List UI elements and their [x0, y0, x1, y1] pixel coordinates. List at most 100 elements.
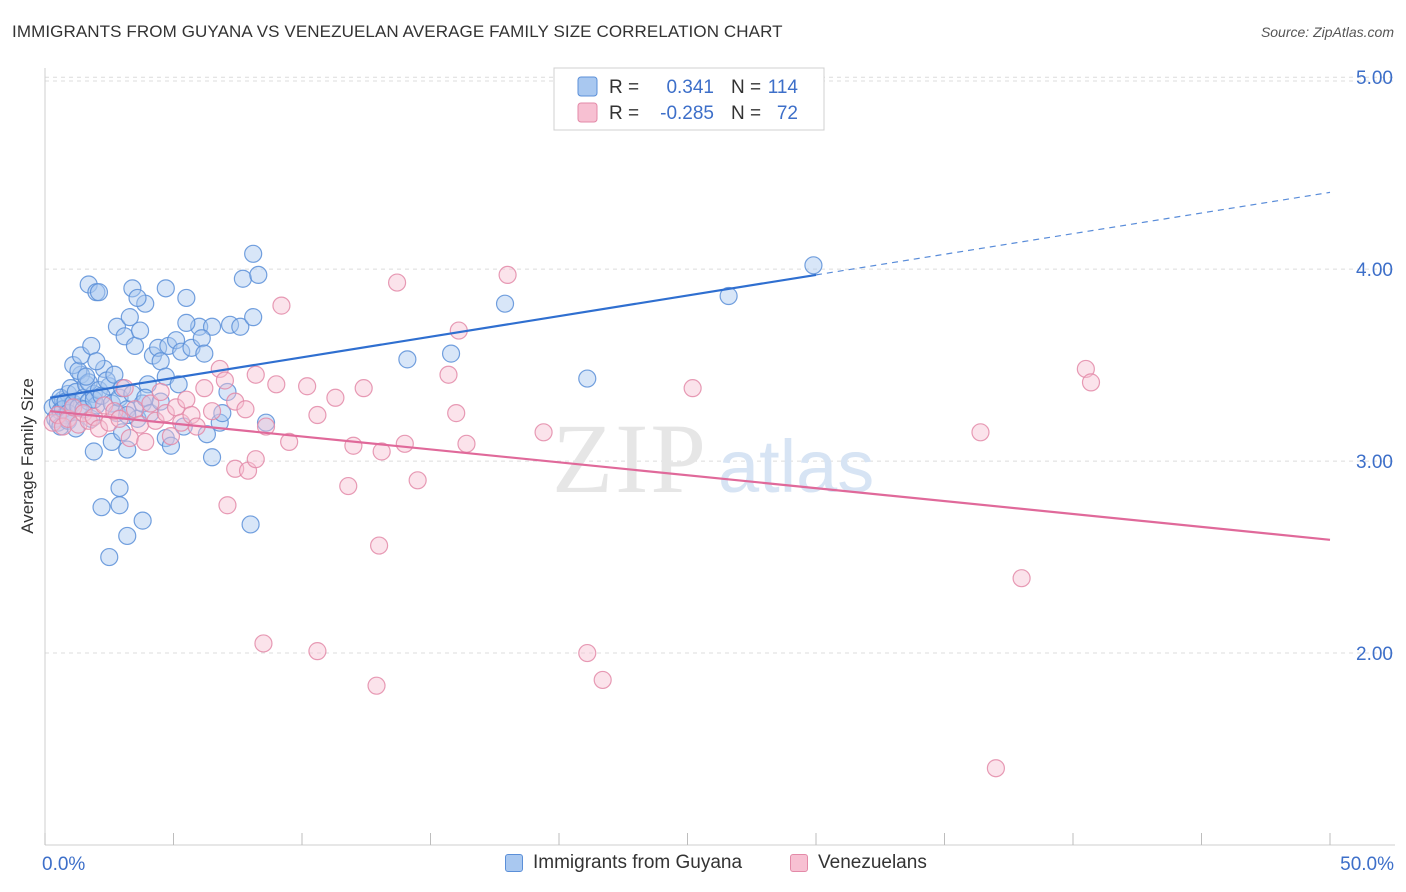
y-tick-label: 5.00	[1356, 68, 1393, 89]
data-point	[387, 273, 407, 292]
data-point	[256, 417, 276, 436]
legend-swatch-guyana	[505, 854, 523, 872]
data-point	[280, 432, 299, 452]
data-point	[151, 382, 170, 402]
data-point	[107, 317, 127, 336]
data-point	[95, 396, 114, 415]
data-point	[125, 400, 145, 419]
data-point	[177, 288, 196, 308]
data-point	[133, 511, 152, 530]
data-point	[215, 371, 234, 390]
data-point	[804, 256, 823, 275]
data-point	[156, 279, 175, 298]
data-point	[244, 308, 263, 327]
data-point	[110, 496, 129, 515]
data-point	[177, 390, 196, 409]
watermark: ZIP atlas	[552, 403, 874, 514]
data-point	[534, 423, 553, 442]
data-point	[457, 434, 476, 453]
trend-line-pink	[50, 410, 1331, 541]
legend-n-value-pink: 72	[777, 103, 798, 124]
data-point	[354, 379, 373, 398]
data-point	[87, 352, 106, 371]
legend-r-label: R =	[609, 103, 639, 124]
correlation-legend: R = 0.341 N = 114 R = -0.285 N = 72	[553, 67, 825, 131]
legend-r-value-pink: -0.285	[660, 103, 714, 124]
data-point	[241, 515, 260, 534]
legend-swatch-blue	[577, 76, 598, 97]
data-point	[344, 436, 363, 455]
data-point	[123, 279, 142, 298]
data-point	[719, 286, 738, 306]
data-point	[161, 427, 181, 446]
legend-n-label: N =	[731, 77, 761, 98]
data-point	[92, 498, 111, 517]
x-tick-label: 50.0%	[1340, 854, 1394, 875]
data-point	[120, 428, 139, 448]
data-point	[447, 404, 466, 423]
legend-n-label: N =	[731, 103, 761, 124]
legend-box	[553, 67, 825, 131]
data-point	[372, 442, 391, 461]
data-point	[100, 547, 119, 567]
data-point	[683, 379, 702, 398]
data-point	[64, 398, 83, 417]
legend-swatch-venezuelans	[790, 854, 808, 872]
data-point	[202, 402, 222, 421]
data-point	[231, 317, 250, 336]
data-point	[298, 377, 317, 396]
y-tick-label: 3.00	[1356, 452, 1393, 473]
x-tick-label: 0.0%	[42, 854, 85, 875]
legend-item-venezuelans[interactable]: Venezuelans	[790, 852, 927, 874]
data-point	[236, 400, 255, 419]
data-point	[495, 294, 515, 313]
data-point	[256, 413, 276, 432]
data-point	[1081, 373, 1101, 392]
data-point	[177, 313, 196, 332]
data-point	[267, 375, 286, 394]
chart-source: Source: ZipAtlas.com	[1260, 24, 1394, 40]
data-point	[192, 329, 211, 348]
legend-label-guyana: Immigrants from Guyana	[533, 852, 743, 873]
data-point	[197, 425, 217, 444]
data-point	[195, 344, 214, 363]
data-point	[246, 450, 265, 469]
data-point	[141, 394, 160, 413]
legend-swatch-pink	[577, 102, 598, 123]
data-point	[202, 448, 222, 467]
data-point	[128, 288, 147, 308]
data-point	[89, 283, 109, 302]
data-point	[398, 350, 417, 369]
data-point	[77, 367, 96, 386]
legend-item-guyana[interactable]: Immigrants from Guyana	[505, 852, 742, 874]
data-point	[172, 342, 191, 361]
trend-line-extension-blue	[815, 191, 1331, 276]
x-tick-labels: 0.0% 50.0%	[42, 854, 1394, 875]
data-point	[161, 436, 181, 455]
data-point	[593, 670, 612, 690]
data-point	[233, 269, 252, 288]
data-point	[395, 434, 414, 453]
data-point	[95, 359, 114, 379]
data-point	[82, 336, 101, 356]
data-point	[105, 365, 124, 384]
data-point	[169, 375, 188, 394]
data-point	[254, 634, 273, 653]
data-point	[156, 404, 175, 423]
data-point	[971, 423, 990, 442]
data-point	[136, 432, 155, 452]
data-point	[408, 471, 427, 490]
data-point	[272, 296, 291, 315]
data-point	[441, 344, 461, 363]
data-point	[986, 759, 1006, 778]
data-point	[1076, 359, 1095, 379]
data-point	[118, 440, 137, 459]
data-point	[151, 352, 170, 371]
data-point	[182, 405, 201, 425]
watermark-atlas: atlas	[718, 425, 874, 508]
data-point	[439, 365, 458, 384]
data-point	[218, 496, 237, 515]
data-point	[79, 275, 98, 294]
y-tick-label: 2.00	[1356, 644, 1393, 665]
data-point	[218, 382, 237, 402]
